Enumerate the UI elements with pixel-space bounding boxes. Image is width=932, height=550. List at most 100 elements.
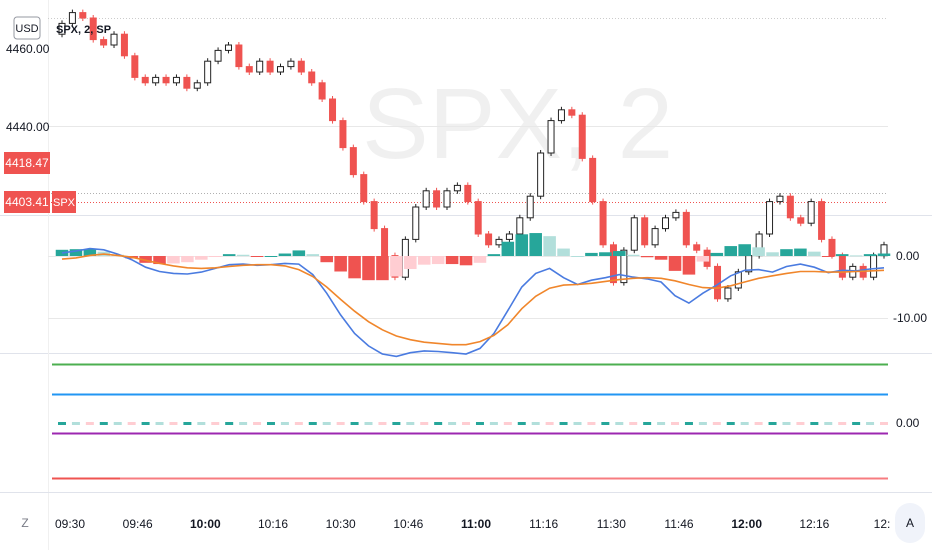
time-axis-background [0,495,932,550]
candle-body [162,76,170,84]
histogram-bar [557,248,570,256]
candle-body [786,195,794,219]
price-tick-4440: 4440.00 [6,120,50,134]
candle-body [277,66,285,73]
histogram-bar [835,254,849,256]
candle-body [349,147,357,176]
zero-marker [684,422,693,425]
candle-body [589,157,597,203]
zero-marker [726,422,735,425]
histogram-bar [362,256,375,281]
histogram-bar [613,251,626,256]
last-price-badge-label: 4418.47 [5,156,49,170]
histogram-bar [543,236,556,256]
candle-body [797,217,805,224]
zero-marker [462,422,471,425]
histogram-bar [334,256,347,272]
histogram-bar [487,254,501,256]
zero-marker [698,422,707,425]
zoom-reset-button[interactable]: Z [21,516,28,530]
prev-price-badge-label: 4403.41 [5,195,49,209]
candle-body [537,152,545,197]
zero-marker [253,422,262,425]
zero-marker [239,422,248,425]
zero-marker [740,422,749,425]
histogram-bar [250,256,264,257]
candle-body [266,60,274,73]
time-tick: 11:46 [664,517,693,531]
candle-body [193,82,201,89]
candle-body [68,12,76,24]
auto-scale-button-label: A [906,516,914,530]
zero-marker [796,422,805,425]
candle-body [308,71,316,84]
histogram-bar [724,246,738,256]
histogram-bar [69,249,83,256]
zero-marker [322,422,331,425]
zero-marker [587,422,596,425]
zero-marker [838,422,847,425]
histogram-bar [83,249,97,256]
zero-marker [615,422,624,425]
time-tick: 10:00 [190,517,221,531]
time-axis[interactable]: 09:30 09:46 10:00 10:16 10:30 10:46 11:00 11:16… [55,517,890,531]
histogram-bar [752,247,765,256]
zero-marker [308,422,317,425]
time-tick: 10:46 [393,517,423,531]
histogram-bar [822,256,835,257]
candle-body [183,76,191,89]
candle-body [339,120,347,149]
histogram-bar [849,255,863,257]
zero-marker [420,422,429,425]
candle-body [734,271,742,289]
histogram-bar [390,256,403,277]
candle-body [453,184,461,192]
candle-body [412,206,420,240]
histogram-bar [599,252,612,256]
candle-body [516,217,524,235]
candle-body [620,249,628,284]
histogram-bar [515,234,529,256]
zero-marker [573,422,582,425]
time-tick: 09:46 [123,517,153,531]
candle-body [110,33,118,46]
zero-marker [712,422,721,425]
currency-button[interactable] [13,16,41,40]
histogram-bar [863,254,877,256]
symbol-label[interactable]: SPX, 2, SP [56,24,111,36]
time-tick: 10:16 [258,517,288,531]
zero-marker [378,422,387,425]
histogram-bar [766,252,779,256]
candle-body [443,190,451,208]
zero-line-markers [58,422,888,425]
histogram-bar [348,256,361,279]
candle-body [818,201,826,240]
candle-body [547,120,555,154]
zero-marker [657,422,666,425]
candle-body [651,228,659,246]
zero-marker [155,422,164,425]
zero-marker [601,422,610,425]
signal-line [61,253,885,346]
candle-body [381,228,389,257]
zero-marker [85,422,94,425]
zero-marker [392,422,401,425]
time-tick: 11:30 [597,517,626,531]
histogram-bar [222,254,236,256]
last-price-badge [4,152,50,174]
histogram-bar [780,249,793,256]
auto-scale-button[interactable] [895,503,925,543]
zero-marker [197,422,206,425]
time-tick: 12:16 [799,517,829,531]
histogram-bar [376,256,389,281]
histogram-bar [445,256,459,265]
histogram-bar [877,253,891,256]
zero-marker [364,422,373,425]
zero-marker [350,422,359,425]
candle-body [661,217,669,230]
zero-marker [58,422,66,425]
histogram-bar [139,256,152,263]
candle-body [329,98,337,122]
candle-body [360,174,368,203]
